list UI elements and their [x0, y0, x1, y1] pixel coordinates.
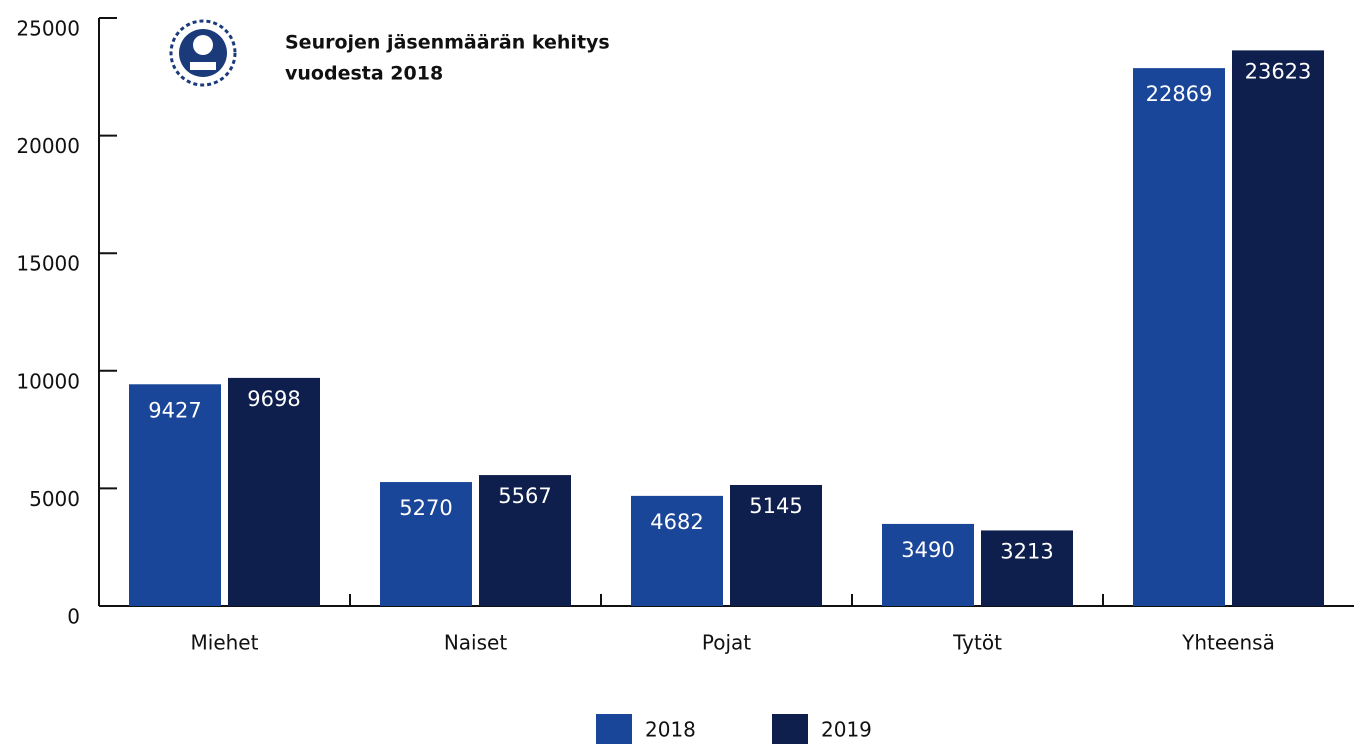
value-label: 9698 — [247, 387, 300, 411]
value-label: 5145 — [749, 494, 802, 518]
logo — [169, 19, 237, 87]
value-label: 22869 — [1146, 82, 1213, 106]
value-label: 9427 — [148, 398, 201, 422]
value-label: 5567 — [498, 484, 551, 508]
y-tick-label: 10000 — [16, 369, 80, 393]
y-tick-label: 5000 — [29, 487, 80, 511]
bar — [882, 523, 974, 606]
bar — [631, 495, 723, 606]
value-label: 23623 — [1245, 59, 1312, 83]
bar — [981, 530, 1073, 606]
bar — [479, 475, 571, 606]
x-tick-label: Naiset — [444, 631, 507, 655]
x-tick-label: Yhteensä — [1181, 631, 1275, 655]
bar — [228, 377, 320, 606]
bar — [380, 482, 472, 606]
bar — [1133, 68, 1225, 607]
chart-title: Seurojen jäsenmäärän kehitys — [285, 32, 610, 54]
bar — [730, 484, 822, 606]
value-label: 3213 — [1000, 539, 1053, 563]
y-tick-label: 25000 — [16, 17, 80, 41]
x-tick-label: Pojat — [702, 631, 751, 655]
legend-label: 2018 — [645, 718, 696, 742]
value-label: 4682 — [650, 510, 703, 534]
x-tick-label: Miehet — [191, 631, 259, 655]
value-label: 5270 — [399, 496, 452, 520]
legend-swatch — [772, 714, 808, 744]
value-label: 3490 — [901, 538, 954, 562]
y-tick-label: 15000 — [16, 252, 80, 276]
x-tick-label: Tytöt — [952, 631, 1002, 655]
legend-label: 2019 — [821, 718, 872, 742]
bar — [1232, 50, 1324, 607]
y-tick-label: 0 — [67, 605, 80, 629]
y-tick-label: 20000 — [16, 134, 80, 158]
bar — [129, 384, 221, 606]
legend-swatch — [596, 714, 632, 744]
chart-title: vuodesta 2018 — [285, 63, 443, 85]
